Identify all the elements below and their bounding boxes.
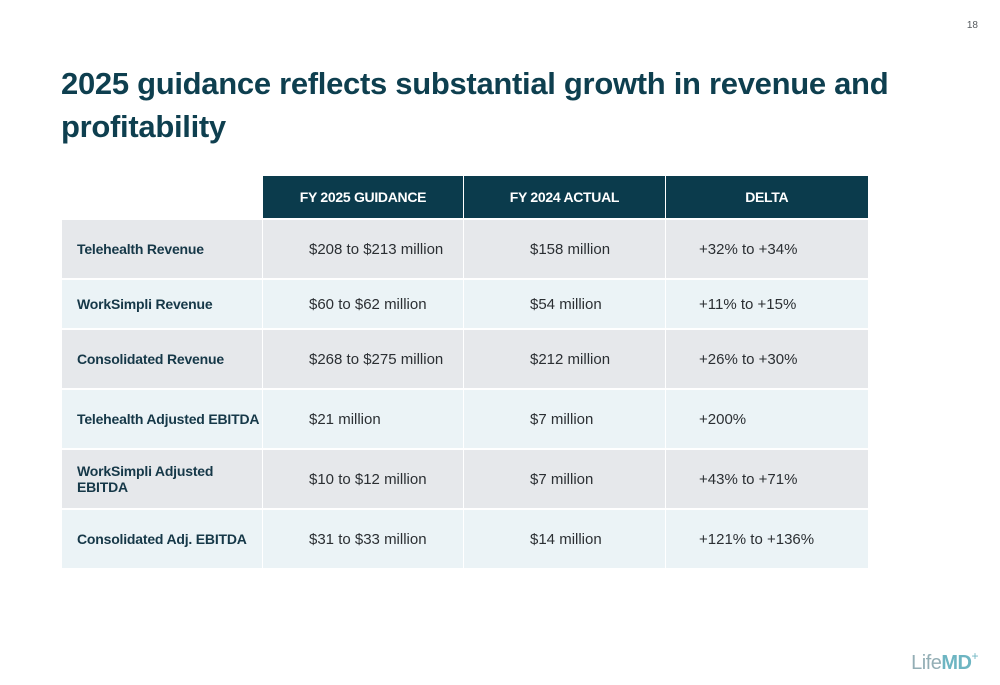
table-row: Consolidated Adj. EBITDA $31 to $33 mill… xyxy=(61,508,868,568)
table-row: Consolidated Revenue $268 to $275 millio… xyxy=(61,328,868,389)
row-label: Consolidated Revenue xyxy=(61,328,263,389)
delta-value: +26% to +30% xyxy=(665,328,868,389)
table-row: WorkSimpli Revenue $60 to $62 million $5… xyxy=(61,278,868,329)
fy2024-value: $54 million xyxy=(463,278,666,329)
lifemd-logo: LifeMD+ xyxy=(911,649,978,675)
logo-md-text: MD xyxy=(941,652,972,674)
delta-value: +121% to +136% xyxy=(665,508,868,568)
header-delta: DELTA xyxy=(665,176,868,219)
table-row: Telehealth Adjusted EBITDA $21 million $… xyxy=(61,388,868,449)
fy2024-value: $14 million xyxy=(463,508,666,568)
delta-value: +11% to +15% xyxy=(665,278,868,329)
row-label: WorkSimpli Revenue xyxy=(61,278,263,329)
fy2025-value: $60 to $62 million xyxy=(262,278,464,329)
fy2024-value: $7 million xyxy=(463,448,666,509)
fy2025-value: $268 to $275 million xyxy=(262,328,464,389)
delta-value: +43% to +71% xyxy=(665,448,868,509)
table-row: Telehealth Revenue $208 to $213 million … xyxy=(61,218,868,279)
page-number: 18 xyxy=(966,20,978,31)
fy2025-value: $21 million xyxy=(262,388,464,449)
row-label: Telehealth Adjusted EBITDA xyxy=(61,388,263,449)
delta-value: +200% xyxy=(665,388,868,449)
header-fy2024-actual: FY 2024 ACTUAL xyxy=(463,176,666,219)
table-row: WorkSimpli Adjusted EBITDA $10 to $12 mi… xyxy=(61,448,868,509)
row-label: WorkSimpli Adjusted EBITDA xyxy=(61,448,263,509)
logo-plus-icon: + xyxy=(971,649,978,663)
table-header-row: FY 2025 GUIDANCE FY 2024 ACTUAL DELTA xyxy=(61,176,868,219)
guidance-table: FY 2025 GUIDANCE FY 2024 ACTUAL DELTA Te… xyxy=(61,176,868,568)
header-fy2025-guidance: FY 2025 GUIDANCE xyxy=(262,176,464,219)
delta-value: +32% to +34% xyxy=(665,218,868,279)
row-label: Consolidated Adj. EBITDA xyxy=(61,508,263,568)
fy2024-value: $158 million xyxy=(463,218,666,279)
fy2025-value: $31 to $33 million xyxy=(262,508,464,568)
header-corner-cell xyxy=(61,176,263,219)
logo-life-text: Life xyxy=(911,652,942,674)
fy2024-value: $212 million xyxy=(463,328,666,389)
row-label: Telehealth Revenue xyxy=(61,218,263,279)
slide-title: 2025 guidance reflects substantial growt… xyxy=(61,66,889,144)
fy2025-value: $208 to $213 million xyxy=(262,218,464,279)
fy2025-value: $10 to $12 million xyxy=(262,448,464,509)
fy2024-value: $7 million xyxy=(463,388,666,449)
